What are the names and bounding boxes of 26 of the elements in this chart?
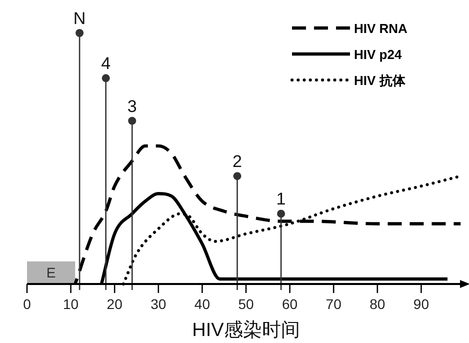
band: E xyxy=(27,261,76,284)
annotation: 1 xyxy=(276,190,286,209)
annotation: N xyxy=(73,9,86,28)
x-tick-label: 60 xyxy=(282,296,298,312)
x-tick-label: 10 xyxy=(63,296,79,312)
legend-label: HIV RNA xyxy=(354,21,408,36)
point xyxy=(128,116,136,125)
point xyxy=(102,74,110,82)
annotation: 4 xyxy=(101,54,111,74)
legend-label: HIV 抗体 xyxy=(354,73,406,88)
point xyxy=(233,172,242,180)
x-tick-label: 40 xyxy=(194,296,210,312)
x-tick-label: 0 xyxy=(23,296,32,312)
x-tick-label: 20 xyxy=(106,296,123,312)
x-tick-label: 70 xyxy=(326,296,342,312)
legend-label: HIV p24 xyxy=(354,47,402,62)
annotation: 2 xyxy=(232,152,242,172)
point xyxy=(277,210,286,218)
annotation: 3 xyxy=(127,96,137,116)
x-tick-label: 80 xyxy=(370,296,386,312)
x-tick-label: 50 xyxy=(238,296,254,312)
point xyxy=(76,29,84,37)
band-label: E xyxy=(46,264,56,281)
x-axis-title: HIV感染时间 xyxy=(192,319,300,341)
x-tick-label: 90 xyxy=(413,296,430,312)
x-tick-label: 30 xyxy=(150,296,166,312)
